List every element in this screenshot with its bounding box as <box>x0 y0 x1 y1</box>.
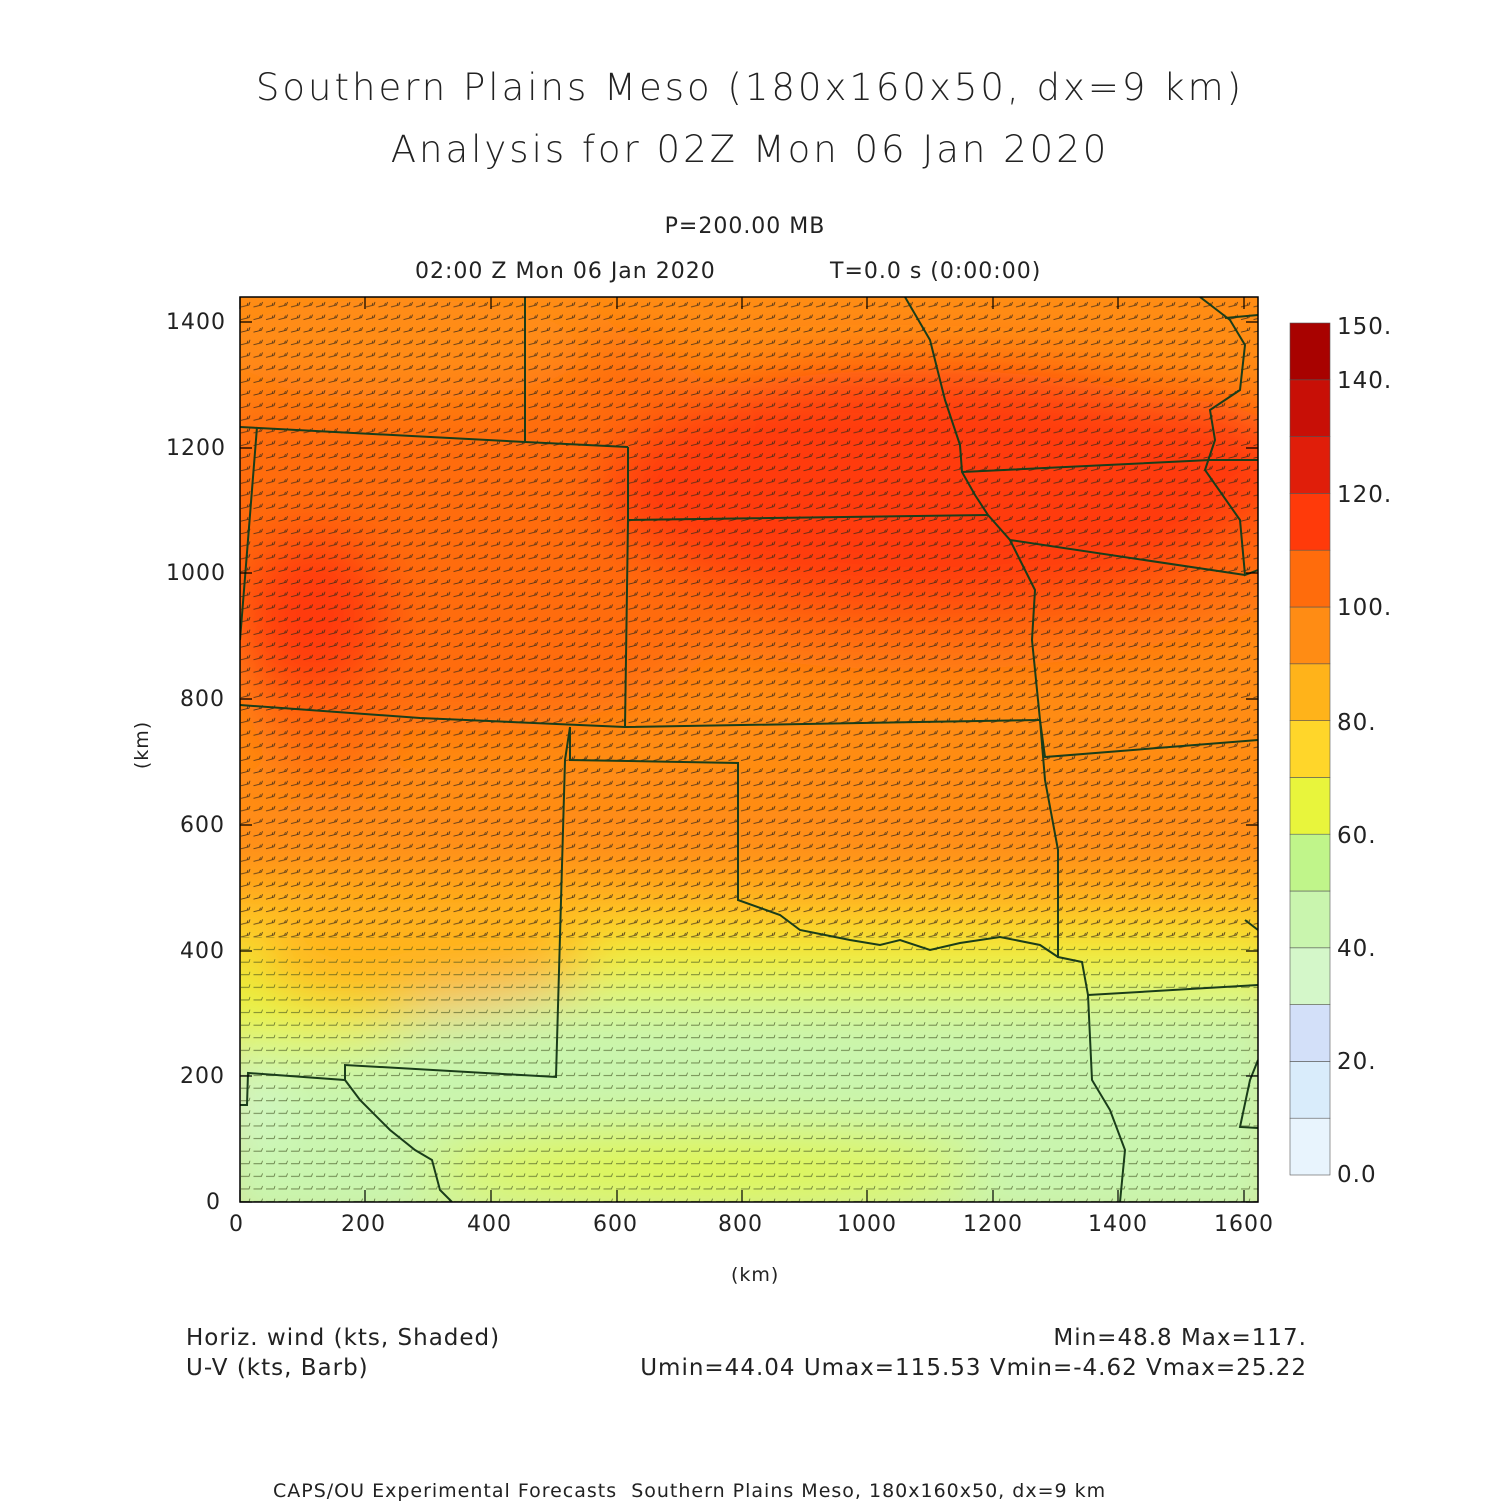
x-tick-label: 1200 <box>963 1212 1023 1237</box>
colorbar-label: 0.0 <box>1337 1162 1377 1188</box>
y-tick-label: 200 <box>180 1064 225 1089</box>
colorbar-label: 140. <box>1337 368 1393 394</box>
y-tick-label: 600 <box>180 813 225 838</box>
wind-speed-shading <box>240 297 1258 1202</box>
colorbar-bin <box>1289 436 1331 494</box>
colorbar-label: 40. <box>1337 936 1377 962</box>
colorbar-label: 60. <box>1337 823 1377 849</box>
colorbar-bin <box>1289 1004 1331 1062</box>
plot-frame <box>239 296 1259 1203</box>
x-tick-label: 600 <box>593 1212 638 1237</box>
state-borders <box>240 297 1258 1202</box>
colorbar-label: 20. <box>1337 1049 1377 1075</box>
footer-credit: CAPS/OU Experimental Forecasts Southern … <box>273 1480 1107 1502</box>
x-tick-label: 1000 <box>837 1212 897 1237</box>
y-axis-label: (km) <box>131 720 154 770</box>
title-line-1: Southern Plains Meso (180x160x50, dx=9 k… <box>255 66 1245 109</box>
title-line-2: Analysis for 02Z Mon 06 Jan 2020 <box>390 128 1110 171</box>
x-tick-label: 200 <box>341 1212 386 1237</box>
colorbar-bin <box>1289 549 1331 608</box>
colorbar-bin <box>1289 777 1331 835</box>
colorbar-label: 150. <box>1337 314 1393 340</box>
axis-ticks <box>239 297 1258 1203</box>
colorbar-bin <box>1289 1061 1331 1119</box>
colorbar-bin <box>1289 890 1331 949</box>
x-tick-label: 0 <box>229 1212 244 1237</box>
x-tick-label: 400 <box>467 1212 512 1237</box>
x-tick-label: 1400 <box>1088 1212 1148 1237</box>
colorbar-bin <box>1289 493 1331 551</box>
y-tick-label: 400 <box>180 939 225 964</box>
colorbar-bin <box>1289 947 1331 1005</box>
colorbar-bin <box>1289 606 1331 665</box>
x-axis-label: (km) <box>731 1264 780 1286</box>
run-label: T=0.0 s (0:00:00) <box>830 259 1042 284</box>
colorbar-bin <box>1289 322 1331 381</box>
field-description-shaded: Horiz. wind (kts, Shaded) <box>186 1325 501 1351</box>
y-tick-label: 1000 <box>166 561 226 586</box>
colorbar <box>1289 322 1331 1176</box>
colorbar-bin <box>1289 833 1331 892</box>
x-tick-label: 1600 <box>1214 1212 1274 1237</box>
level-label: P=200.00 MB <box>664 214 826 239</box>
colorbar-label: 80. <box>1337 710 1377 736</box>
y-tick-label: 0 <box>206 1190 221 1215</box>
colorbar-bin <box>1289 663 1331 721</box>
stats-uv: Umin=44.04 Umax=115.53 Vmin=-4.62 Vmax=2… <box>640 1355 1307 1381</box>
colorbar-bin <box>1289 1117 1331 1176</box>
x-tick-label: 800 <box>718 1212 763 1237</box>
y-tick-label: 1400 <box>166 310 226 335</box>
colorbar-label: 120. <box>1337 482 1393 508</box>
stats-min-max: Min=48.8 Max=117. <box>1053 1325 1307 1351</box>
time-label: 02:00 Z Mon 06 Jan 2020 <box>415 259 716 284</box>
y-tick-label: 1200 <box>166 436 226 461</box>
y-tick-label: 800 <box>180 687 225 712</box>
colorbar-bin <box>1289 720 1331 778</box>
field-description-barb: U-V (kts, Barb) <box>186 1355 369 1381</box>
colorbar-bin <box>1289 379 1331 437</box>
colorbar-label: 100. <box>1337 595 1393 621</box>
